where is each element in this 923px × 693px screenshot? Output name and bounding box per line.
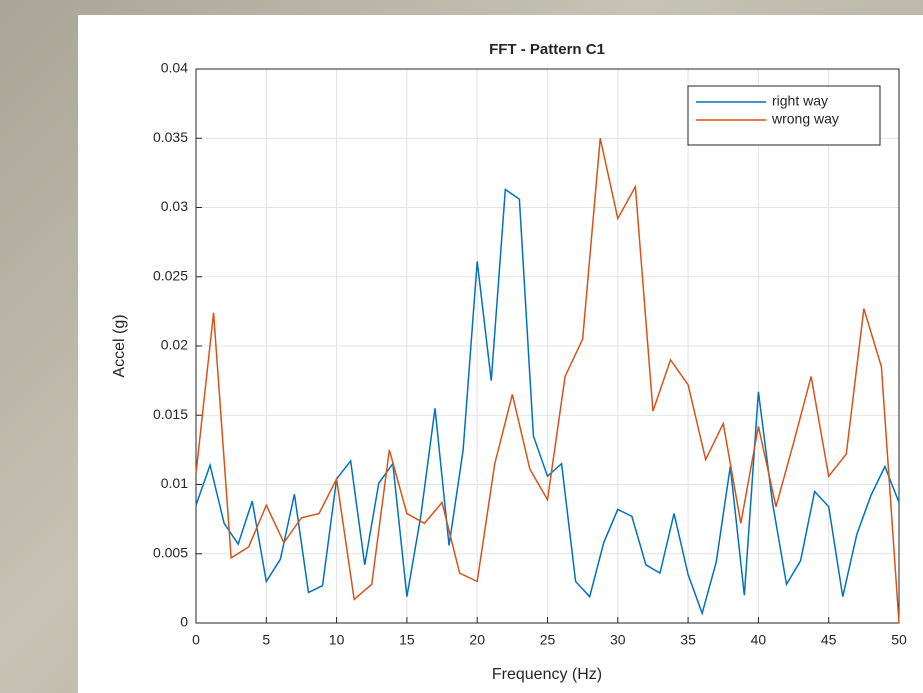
x-tick-label: 50 xyxy=(891,632,907,648)
y-tick-label: 0.035 xyxy=(153,129,188,145)
x-tick-label: 15 xyxy=(399,632,415,648)
series-line xyxy=(195,138,900,624)
x-axis-label: Frequency (Hz) xyxy=(492,666,602,683)
x-tick-label: 35 xyxy=(680,632,696,648)
legend-box xyxy=(687,85,881,146)
y-axis-label: Accel (g) xyxy=(111,314,128,377)
x-tick-label: 30 xyxy=(610,632,626,648)
y-tick-label: 0.04 xyxy=(161,60,188,76)
x-tick-label: 20 xyxy=(469,632,485,648)
y-tick-label: 0.015 xyxy=(153,406,188,422)
y-tick-label: 0.005 xyxy=(153,544,188,560)
y-tick-label: 0.01 xyxy=(161,475,188,491)
series-line xyxy=(195,188,900,616)
x-tick-label: 10 xyxy=(329,632,345,648)
legend-label: right way xyxy=(772,93,828,109)
x-tick-label: 25 xyxy=(540,632,556,648)
y-tick-label: 0.03 xyxy=(161,198,188,214)
x-tick-label: 0 xyxy=(192,632,200,648)
chart-title: FFT - Pattern C1 xyxy=(489,41,605,58)
legend-label: wrong way xyxy=(771,111,839,127)
y-tick-label: 0 xyxy=(180,614,188,630)
x-tick-label: 45 xyxy=(821,632,837,648)
x-tick-label: 5 xyxy=(262,632,270,648)
y-tick-label: 0.025 xyxy=(153,267,188,283)
y-tick-label: 0.02 xyxy=(161,337,188,353)
axes-box xyxy=(195,68,900,624)
x-tick-label: 40 xyxy=(751,632,767,648)
